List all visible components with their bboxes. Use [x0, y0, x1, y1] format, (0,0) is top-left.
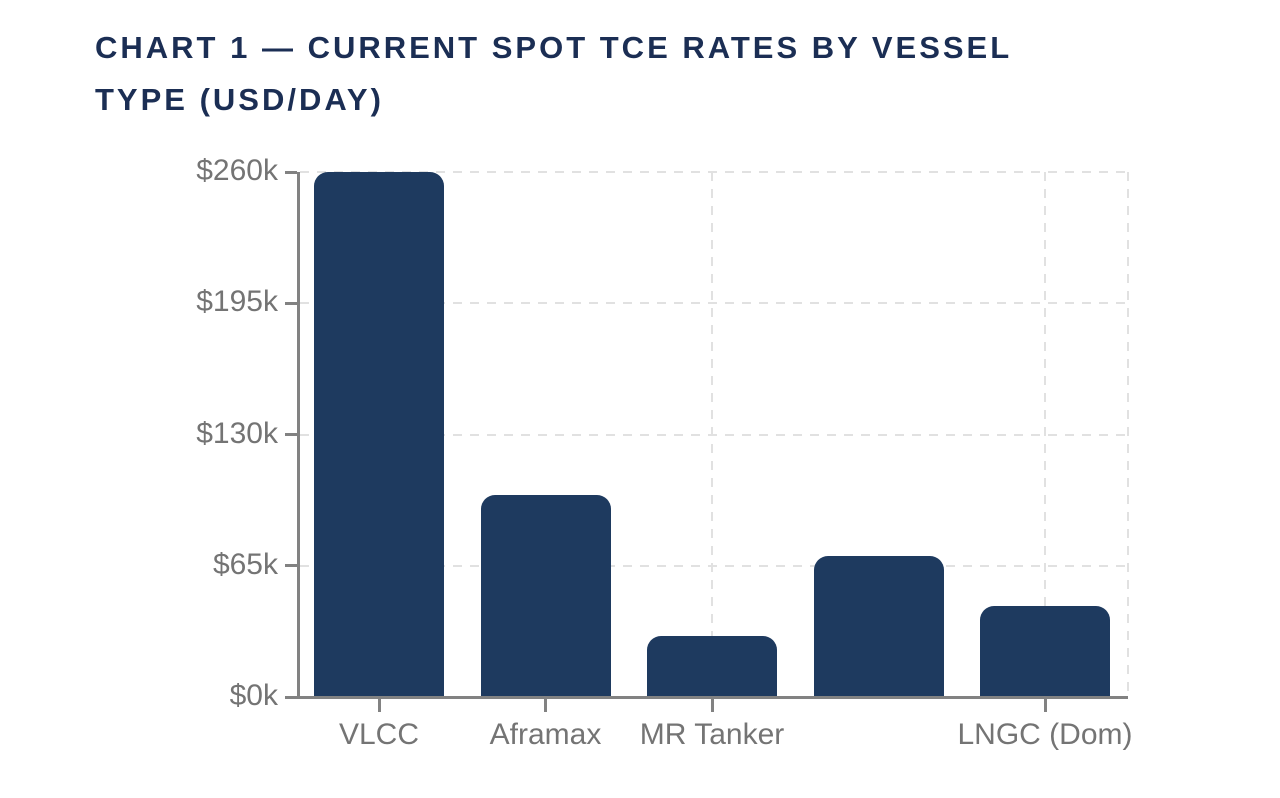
gridline-vertical: [711, 172, 713, 697]
bar-aframax: [480, 495, 611, 697]
x-tick-label-mr-tanker: MR Tanker: [639, 718, 785, 751]
x-tick-label-aframax: Aframax: [489, 718, 602, 751]
y-tick-65k: [285, 564, 297, 568]
y-tick-195k: [285, 301, 297, 305]
y-tick-label-130k: $130k: [196, 416, 278, 450]
y-tick-260k: [285, 170, 297, 174]
x-tick-aframax: [544, 699, 547, 712]
gridline-vertical: [1044, 172, 1046, 697]
x-tick-label-vlcc: VLCC: [338, 718, 420, 751]
y-tick-0k: [285, 695, 297, 699]
x-tick-mr-tanker: [710, 699, 714, 712]
y-tick-label-195k: $195k: [196, 285, 278, 319]
y-tick-label-260k: $260k: [196, 154, 278, 187]
bar-mr-tanker: [647, 636, 777, 697]
gridline-horizontal: [300, 302, 1128, 305]
y-tick-label-65k: $65k: [212, 547, 278, 581]
bar-lngc-dom: [980, 606, 1110, 697]
y-tick-130k: [285, 433, 297, 436]
bar-vlcc: [314, 172, 444, 697]
gridline-vertical-right-edge: [1127, 172, 1129, 697]
gridline-horizontal: [300, 171, 1128, 173]
gridline-horizontal: [300, 433, 1128, 436]
y-tick-label-0k: $0k: [229, 679, 278, 712]
x-tick-lngc-dom: [1043, 699, 1047, 712]
chart-title-line-1: CHART 1 — CURRENT SPOT TCE RATES BY VESS…: [95, 30, 1013, 65]
x-axis-line: [297, 696, 1128, 699]
x-tick-vlcc: [377, 699, 381, 712]
x-tick-label-lngc-dom: LNGC (Dom): [957, 718, 1133, 751]
y-axis-line: [297, 172, 300, 699]
bar-4: [813, 555, 944, 697]
chart-title: CHART 1 — CURRENT SPOT TCE RATES BY VESS…: [95, 22, 1195, 126]
gridline-horizontal: [300, 564, 1128, 567]
plot-area: $0k $65k $130k $195k $260k VLCC Aframax MR Tan…: [196, 154, 1132, 751]
chart-title-line-2: TYPE (USD/DAY): [95, 82, 384, 117]
